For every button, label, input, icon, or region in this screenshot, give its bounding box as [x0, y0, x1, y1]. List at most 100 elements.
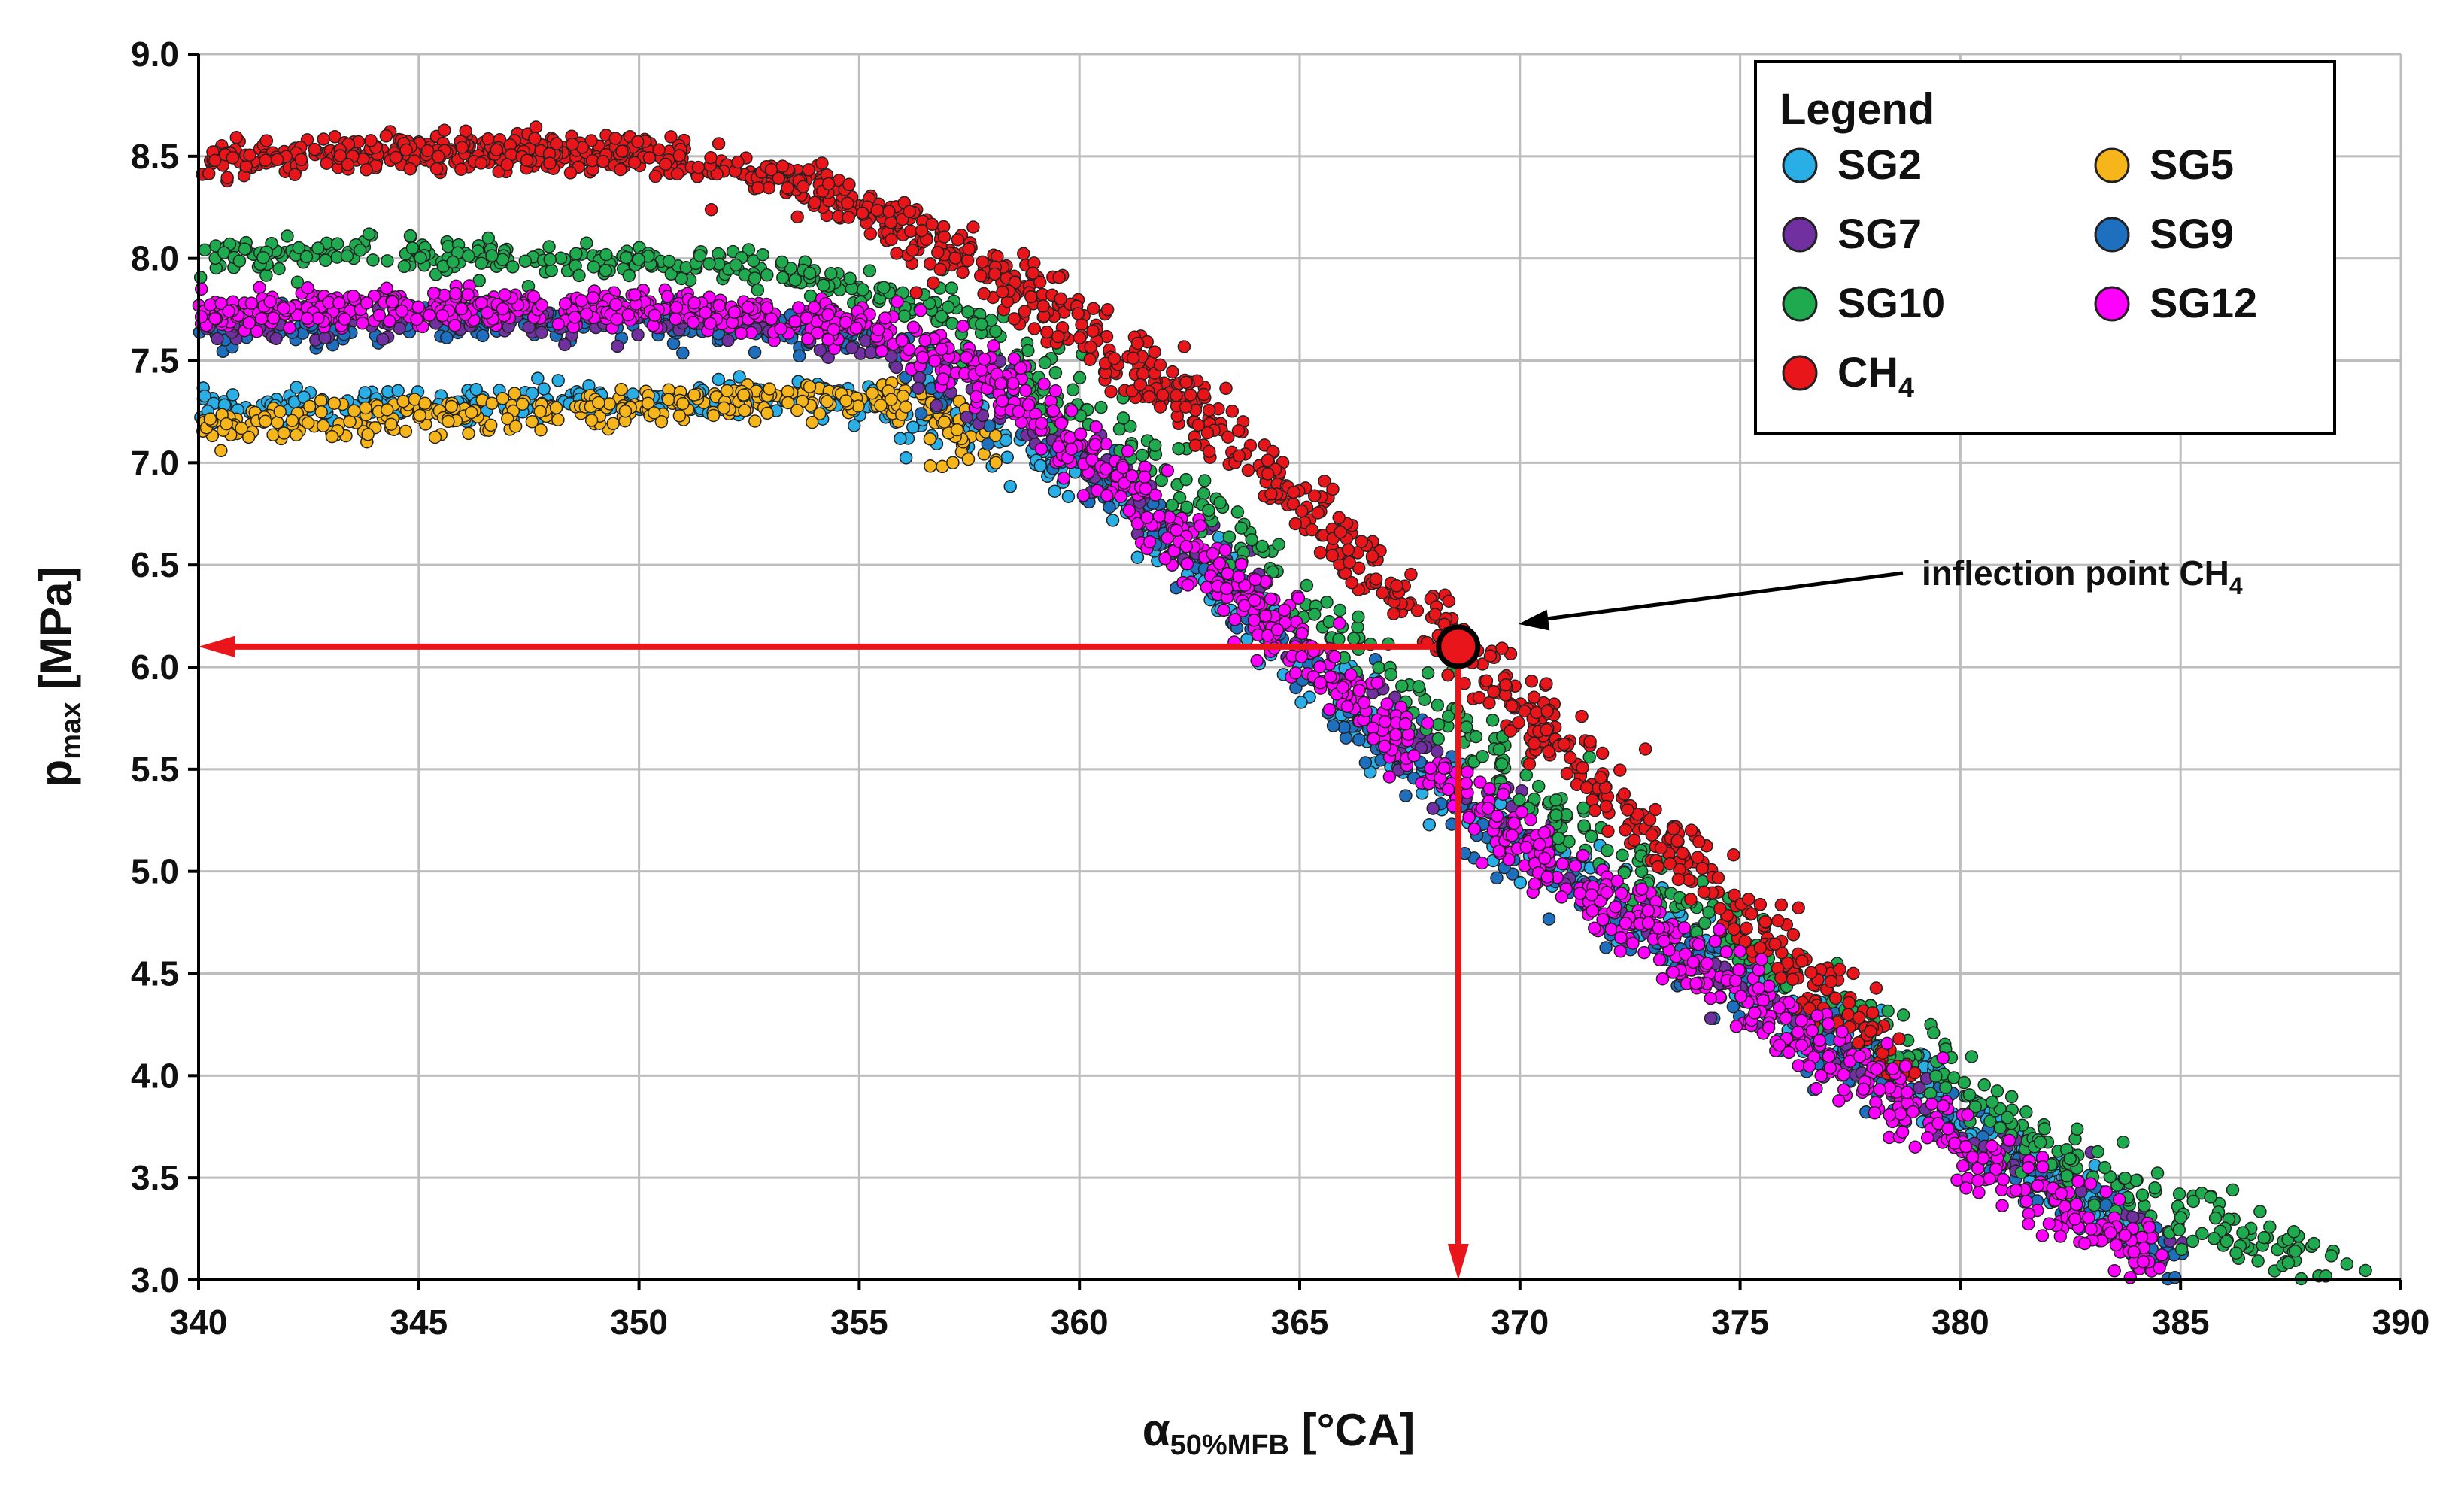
data-point	[1645, 828, 1659, 842]
data-point	[731, 155, 745, 169]
data-point	[1869, 981, 1883, 995]
data-point	[2126, 1210, 2140, 1224]
data-point	[702, 257, 716, 271]
data-point	[1504, 724, 1517, 738]
data-point	[631, 328, 645, 341]
data-point	[924, 459, 937, 473]
data-point	[1017, 247, 1030, 261]
data-point	[2186, 1194, 2200, 1209]
data-point	[988, 267, 1002, 281]
data-point	[1442, 594, 1456, 608]
data-point	[1206, 547, 1220, 561]
data-point	[885, 232, 898, 247]
data-point	[599, 264, 612, 277]
data-point	[405, 241, 420, 255]
data-point	[1398, 717, 1413, 731]
data-point	[619, 250, 633, 265]
data-point	[1575, 709, 1589, 723]
data-point	[2359, 1263, 2372, 1278]
data-point	[970, 390, 983, 404]
data-point	[1542, 912, 1556, 926]
data-point	[1927, 1026, 1941, 1040]
data-point	[1230, 505, 1245, 519]
data-point	[1106, 514, 1120, 527]
data-point	[989, 456, 1003, 470]
data-point	[1616, 848, 1629, 863]
data-point	[839, 394, 853, 408]
data-point	[1540, 870, 1555, 884]
data-point	[956, 265, 970, 280]
data-point	[1026, 266, 1040, 281]
data-point	[1505, 699, 1519, 713]
data-point	[500, 158, 514, 171]
data-point	[1352, 684, 1366, 697]
data-point	[1740, 921, 1753, 936]
data-point	[2112, 1193, 2126, 1206]
data-point	[1993, 1121, 2007, 1135]
data-point	[341, 158, 355, 171]
data-point	[1519, 768, 1534, 782]
data-point	[465, 405, 478, 420]
data-point	[418, 396, 432, 411]
data-point	[1692, 937, 1706, 951]
data-point	[285, 414, 299, 428]
data-point	[602, 397, 617, 411]
data-point	[259, 414, 272, 428]
data-point	[1483, 649, 1498, 663]
data-point	[1601, 824, 1615, 839]
data-point	[842, 211, 855, 224]
data-point	[1395, 679, 1409, 693]
data-point	[614, 382, 628, 396]
data-point	[945, 281, 959, 295]
data-point	[446, 255, 460, 269]
data-point	[1071, 307, 1085, 320]
data-point	[903, 224, 918, 238]
data-point	[211, 332, 224, 346]
data-point	[364, 134, 378, 147]
data-point	[1842, 996, 1856, 1010]
data-point	[360, 163, 373, 177]
data-point	[485, 396, 499, 411]
data-point	[1234, 521, 1248, 535]
data-point	[1431, 717, 1446, 732]
data-point	[897, 309, 912, 323]
data-point	[501, 411, 514, 426]
data-point	[796, 180, 810, 194]
data-point	[2135, 1188, 2150, 1202]
data-point	[1733, 945, 1747, 958]
data-point	[1462, 811, 1476, 824]
data-point	[1266, 565, 1279, 579]
data-point	[2117, 1136, 2130, 1149]
data-point	[2118, 1171, 2132, 1185]
data-point	[2138, 1199, 2151, 1213]
data-point	[1136, 367, 1150, 381]
data-point	[1048, 484, 1062, 498]
data-point	[203, 412, 217, 426]
data-point	[1684, 823, 1698, 837]
data-point	[584, 134, 598, 147]
data-point	[1287, 485, 1300, 499]
data-point	[1370, 676, 1384, 690]
data-point	[1431, 699, 1445, 712]
data-point	[1641, 904, 1655, 917]
data-point	[987, 339, 1000, 353]
data-point	[256, 250, 270, 265]
data-point	[1441, 709, 1455, 723]
data-point	[1527, 736, 1541, 751]
data-point	[475, 256, 488, 270]
data-point	[343, 414, 357, 429]
data-point	[748, 414, 762, 428]
data-point	[1936, 1051, 1950, 1065]
data-point	[906, 420, 920, 434]
data-point	[909, 286, 923, 299]
data-point	[813, 407, 827, 420]
data-point	[542, 240, 556, 253]
data-point	[1795, 1014, 1808, 1028]
data-point	[845, 341, 859, 355]
data-point	[1704, 991, 1718, 1005]
data-point	[442, 414, 455, 429]
data-point	[1180, 500, 1194, 514]
data-point	[1965, 1050, 1979, 1063]
data-point	[1202, 403, 1216, 417]
data-point	[1531, 779, 1546, 793]
